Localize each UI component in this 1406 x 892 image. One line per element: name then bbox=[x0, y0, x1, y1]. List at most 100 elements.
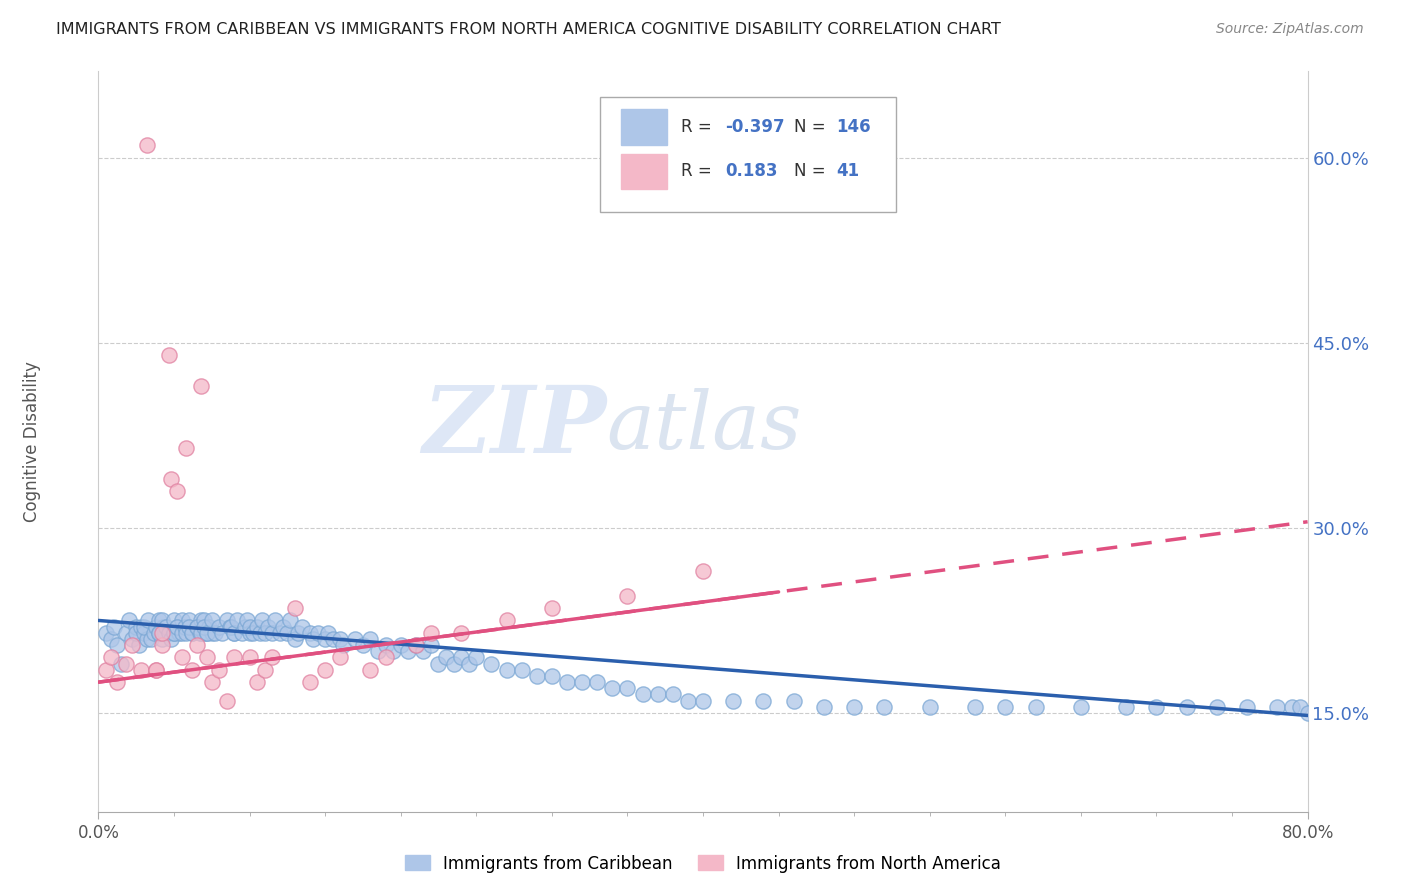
Point bbox=[540, 669, 562, 683]
Point bbox=[132, 625, 155, 640]
Text: -0.397: -0.397 bbox=[724, 118, 785, 136]
Point bbox=[100, 650, 122, 665]
Point bbox=[873, 699, 896, 714]
Point bbox=[224, 650, 246, 665]
Point bbox=[160, 632, 183, 646]
Point bbox=[264, 614, 287, 628]
Point bbox=[332, 638, 354, 652]
Point bbox=[427, 657, 450, 671]
Point bbox=[233, 620, 256, 634]
Point bbox=[284, 601, 307, 615]
Point bbox=[1236, 699, 1258, 714]
Point bbox=[374, 638, 396, 652]
Point bbox=[145, 620, 167, 634]
Point bbox=[197, 620, 219, 634]
Point bbox=[1175, 699, 1198, 714]
Text: R =: R = bbox=[682, 118, 717, 136]
Point bbox=[186, 620, 208, 634]
Point bbox=[145, 663, 167, 677]
FancyBboxPatch shape bbox=[600, 97, 897, 212]
Point bbox=[208, 663, 231, 677]
Point bbox=[135, 632, 157, 646]
Point bbox=[173, 620, 195, 634]
Point bbox=[166, 483, 188, 498]
Point bbox=[132, 620, 155, 634]
Point bbox=[420, 625, 443, 640]
Point bbox=[239, 650, 262, 665]
Point bbox=[284, 632, 307, 646]
Point bbox=[94, 625, 117, 640]
Point bbox=[215, 694, 238, 708]
Point bbox=[329, 650, 352, 665]
Point bbox=[405, 638, 427, 652]
Point bbox=[329, 632, 352, 646]
Point bbox=[148, 614, 170, 628]
Point bbox=[465, 650, 488, 665]
Point bbox=[128, 638, 150, 652]
Point bbox=[253, 663, 276, 677]
Point bbox=[540, 601, 562, 615]
Point bbox=[307, 625, 329, 640]
Point bbox=[201, 625, 224, 640]
Point bbox=[190, 625, 212, 640]
Point bbox=[526, 669, 548, 683]
Point bbox=[246, 675, 269, 690]
Point bbox=[152, 620, 174, 634]
Point bbox=[94, 663, 117, 677]
Point bbox=[155, 620, 177, 634]
Point bbox=[231, 625, 253, 640]
Point bbox=[242, 625, 264, 640]
Point bbox=[105, 675, 128, 690]
Point bbox=[495, 663, 517, 677]
Point bbox=[174, 625, 197, 640]
Point bbox=[193, 625, 215, 640]
Text: Source: ZipAtlas.com: Source: ZipAtlas.com bbox=[1216, 22, 1364, 37]
Point bbox=[322, 632, 344, 646]
Point bbox=[291, 620, 314, 634]
Point bbox=[159, 625, 181, 640]
Point bbox=[181, 625, 204, 640]
Point bbox=[159, 348, 181, 362]
Point bbox=[352, 638, 374, 652]
Point bbox=[129, 620, 152, 634]
Point bbox=[382, 644, 405, 658]
Point bbox=[150, 614, 173, 628]
Point bbox=[163, 625, 186, 640]
Point bbox=[287, 625, 309, 640]
Point bbox=[170, 614, 193, 628]
Point bbox=[246, 620, 269, 634]
Point bbox=[135, 138, 157, 153]
Point bbox=[195, 650, 218, 665]
Text: IMMIGRANTS FROM CARIBBEAN VS IMMIGRANTS FROM NORTH AMERICA COGNITIVE DISABILITY : IMMIGRANTS FROM CARIBBEAN VS IMMIGRANTS … bbox=[56, 22, 1001, 37]
Point bbox=[495, 614, 517, 628]
Point bbox=[166, 620, 188, 634]
Point bbox=[201, 614, 224, 628]
Point bbox=[1070, 699, 1092, 714]
Point bbox=[103, 620, 125, 634]
Point bbox=[450, 650, 472, 665]
Point bbox=[114, 657, 136, 671]
Text: R =: R = bbox=[682, 162, 717, 180]
Point bbox=[121, 638, 143, 652]
Point bbox=[616, 589, 638, 603]
Point bbox=[239, 620, 262, 634]
Point bbox=[360, 632, 382, 646]
Point bbox=[316, 625, 339, 640]
Point bbox=[170, 625, 193, 640]
Point bbox=[136, 614, 159, 628]
Point bbox=[510, 663, 533, 677]
Point bbox=[110, 657, 132, 671]
Point bbox=[150, 625, 173, 640]
Point bbox=[367, 644, 389, 658]
Point bbox=[100, 632, 122, 646]
Point bbox=[256, 620, 278, 634]
Point bbox=[160, 472, 183, 486]
Point bbox=[201, 675, 224, 690]
Point bbox=[174, 441, 197, 455]
Point bbox=[163, 625, 186, 640]
Point bbox=[1289, 699, 1312, 714]
Point bbox=[163, 614, 186, 628]
Point bbox=[188, 625, 211, 640]
Point bbox=[193, 614, 215, 628]
Point bbox=[314, 663, 336, 677]
